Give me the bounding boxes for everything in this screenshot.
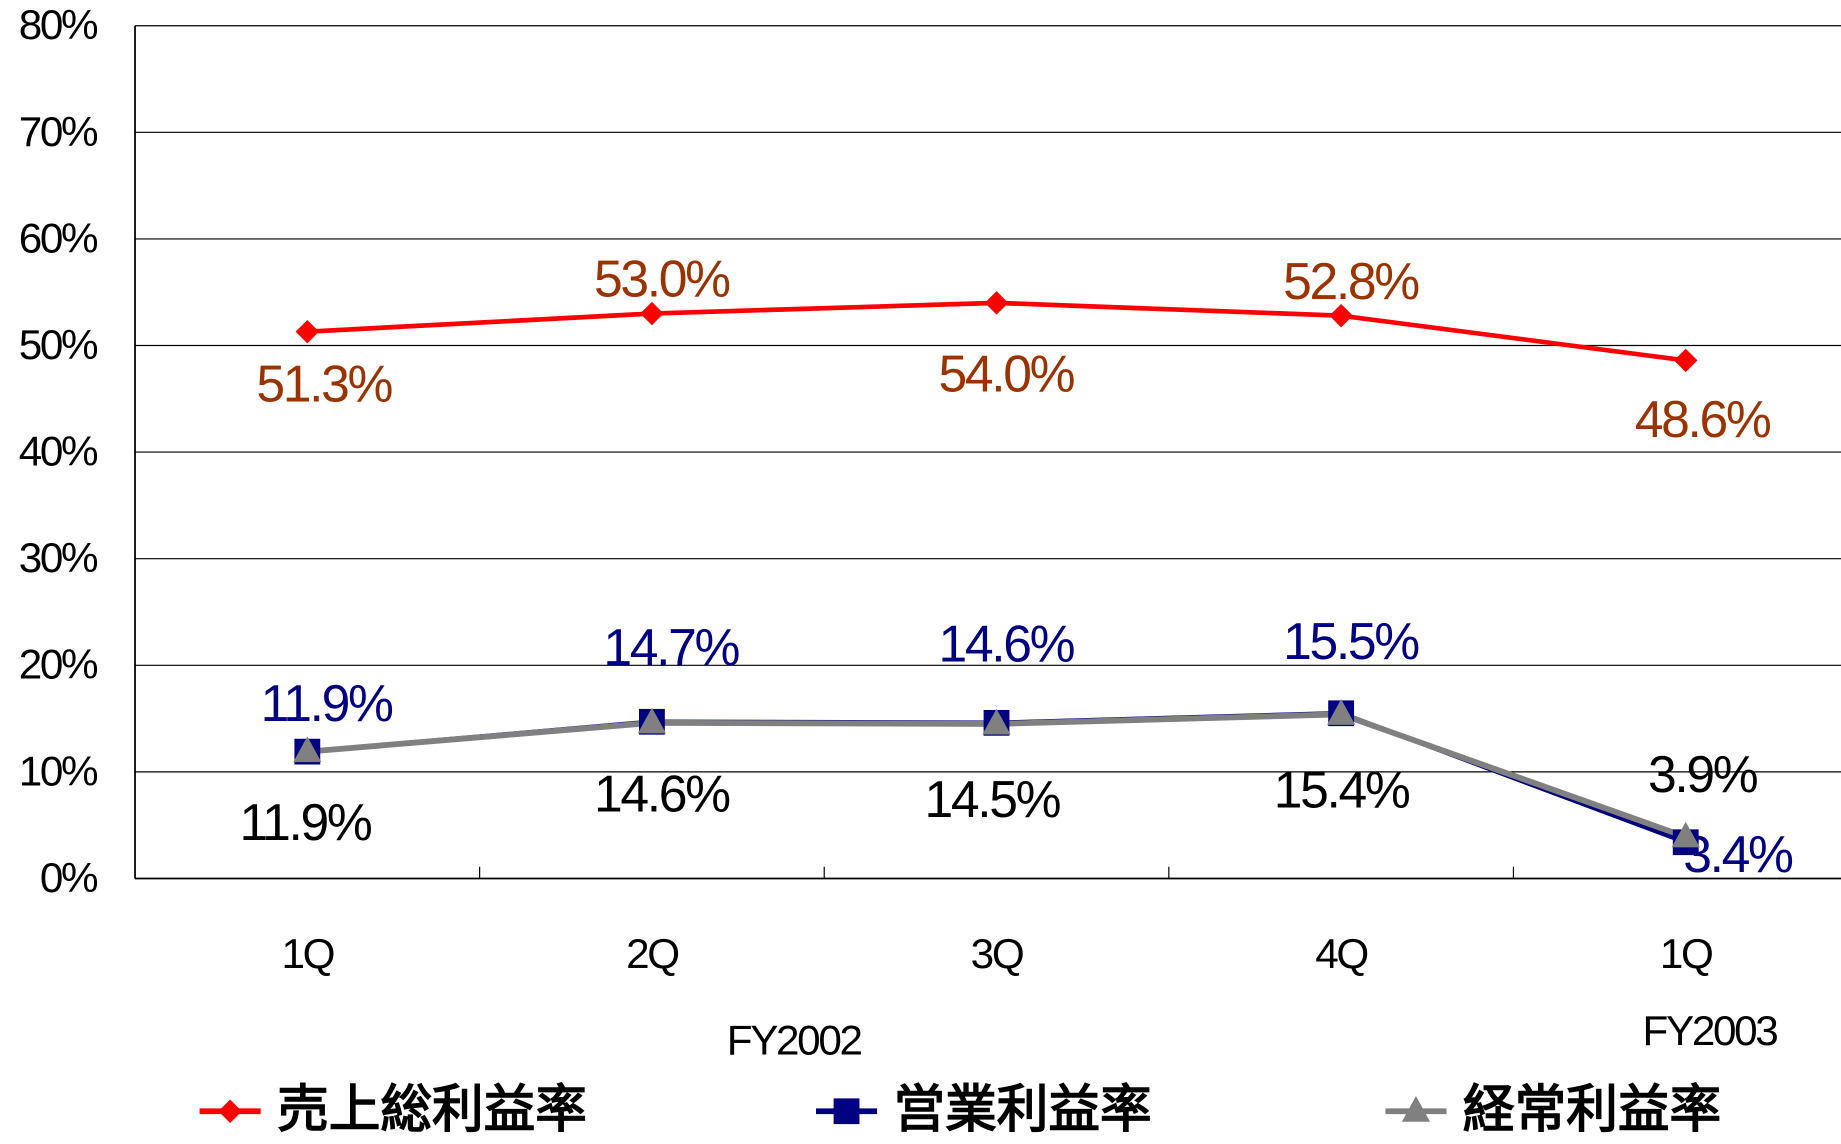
y-tick-label: 10%	[19, 747, 97, 794]
x-tick-label: 1Q	[1660, 930, 1712, 977]
y-tick-label: 30%	[19, 534, 97, 581]
group-label: FY2002	[727, 1017, 862, 1064]
data-label: 54.0%	[939, 344, 1074, 402]
marker	[637, 707, 667, 734]
y-tick-label: 0%	[40, 854, 97, 901]
x-tick-label: 1Q	[281, 930, 333, 977]
x-tick-label: 4Q	[1315, 930, 1367, 977]
marker	[1673, 348, 1698, 373]
data-label: 14.6%	[939, 615, 1074, 673]
y-tick-label: 40%	[19, 428, 97, 475]
marker	[293, 736, 322, 763]
data-label: 15.4%	[1274, 761, 1409, 819]
data-label: 11.9%	[261, 674, 392, 732]
data-label: 14.7%	[603, 618, 738, 676]
y-tick-label: 70%	[19, 108, 97, 155]
data-label: 53.0%	[594, 250, 729, 308]
y-tick-label: 60%	[19, 214, 97, 261]
data-label: 51.3%	[256, 354, 391, 412]
data-label: 15.5%	[1283, 612, 1418, 670]
data-label: 52.8%	[1283, 252, 1418, 310]
legend-marker	[218, 1099, 242, 1123]
y-tick-label: 20%	[19, 641, 97, 688]
marker	[1329, 303, 1353, 328]
legend-label: 経常利益率	[1463, 1080, 1721, 1138]
y-tick-label: 80%	[19, 1, 97, 48]
marker	[984, 291, 1009, 315]
y-tick-label: 50%	[19, 321, 97, 368]
legend-marker	[1401, 1096, 1431, 1122]
x-tick-label: 2Q	[626, 930, 678, 977]
marker	[1671, 821, 1700, 848]
legend-label: 売上総利益率	[277, 1080, 587, 1138]
data-label: 14.6%	[594, 764, 729, 822]
data-label: 11.9%	[240, 793, 371, 851]
x-tick-label: 3Q	[971, 930, 1023, 977]
group-label: FY2003	[1643, 1007, 1778, 1054]
data-label: 3.4%	[1683, 825, 1792, 883]
marker	[295, 319, 320, 344]
legend-marker	[833, 1098, 860, 1125]
marker	[982, 708, 1011, 735]
data-label: 14.5%	[924, 770, 1059, 828]
marker	[1327, 699, 1356, 725]
data-label: 3.9%	[1648, 745, 1757, 803]
data-label: 48.6%	[1635, 390, 1770, 448]
legend-label: 営業利益率	[893, 1080, 1151, 1138]
